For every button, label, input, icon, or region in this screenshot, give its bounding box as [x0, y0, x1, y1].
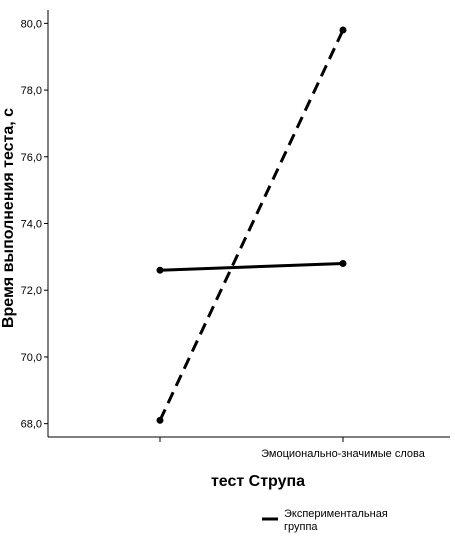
series-point-2 — [339, 26, 347, 34]
series-point-1 — [339, 260, 347, 268]
legend-label: Экспериментальная группа — [284, 508, 391, 533]
legend-label-line-2: группа — [284, 521, 318, 533]
series-line-1 — [159, 262, 344, 272]
legend-label-line-1: Экспериментальная — [284, 508, 388, 520]
y-axis-title: Время выполнения теста, с — [0, 108, 17, 328]
y-tick-label: 68,0 — [21, 419, 42, 431]
y-tick-label: 74,0 — [21, 219, 42, 231]
series-point-2 — [156, 416, 164, 424]
series-point-1 — [156, 266, 164, 274]
x-tick-label: Эмоционально-значимые слова — [261, 448, 426, 460]
plot-frame — [47, 10, 450, 438]
y-tick-label: 80,0 — [21, 18, 42, 30]
y-tick-label: 78,0 — [21, 85, 42, 97]
legend: Экспериментальная группа — [262, 508, 391, 533]
y-tick-label: 70,0 — [21, 352, 42, 364]
series-line-2 — [158, 29, 345, 421]
x-ticks: Эмоционально-значимые слова — [159, 437, 426, 460]
series-layer — [156, 26, 347, 424]
y-tick-label: 76,0 — [21, 152, 42, 164]
y-tick-label: 72,0 — [21, 285, 42, 297]
y-ticks: 68,0 70,0 72,0 74,0 76,0 78,0 80,0 — [21, 18, 48, 431]
x-axis-title: тест Струпа — [211, 473, 305, 490]
